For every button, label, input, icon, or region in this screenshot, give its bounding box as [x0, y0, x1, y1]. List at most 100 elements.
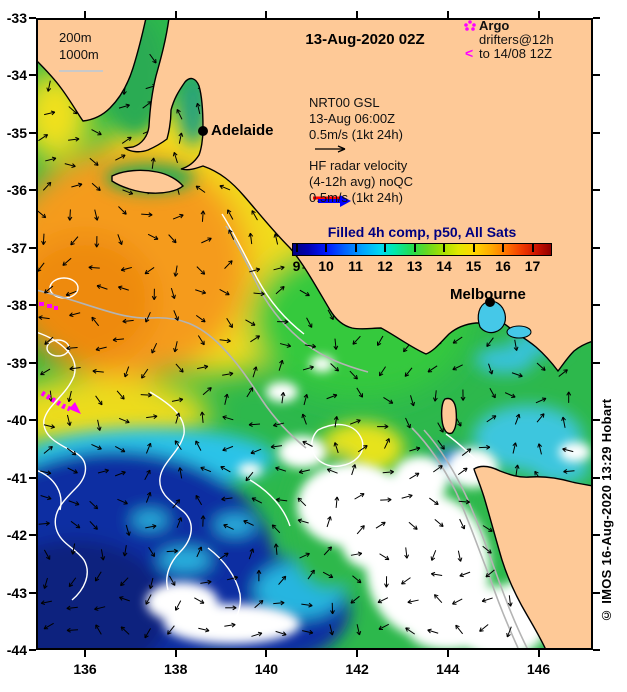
lon-tick [537, 11, 540, 18]
lat-tick-label: -41 [6, 469, 27, 486]
lon-tick [446, 11, 449, 18]
lon-tick [446, 650, 449, 657]
credit-text: © IMOS 16-Aug-2020 13:29 Hobart [599, 398, 614, 624]
lat-tick [29, 74, 36, 77]
port-phillip-bay [477, 300, 507, 334]
lon-tick [356, 650, 359, 657]
city-dot-melbourne [485, 297, 495, 307]
lat-tick-label: -38 [6, 297, 27, 314]
colorbar-tick-label: 14 [436, 258, 452, 274]
lon-tick [537, 650, 540, 657]
gsl-legend-line1: NRT00 GSL [309, 95, 380, 110]
city-dot-adelaide [198, 126, 208, 136]
lat-tick [593, 361, 600, 364]
lat-tick [593, 189, 600, 192]
colorbar-tick-label: 11 [348, 258, 363, 274]
colorbar [292, 243, 552, 256]
colorbar-tick-label: 17 [524, 258, 541, 274]
hf-arrow-icon [313, 195, 351, 207]
colorbar-tick-label: 12 [377, 258, 393, 274]
lat-tick [29, 131, 36, 134]
lat-tick [29, 304, 36, 307]
colorbar-tick-label: 15 [465, 258, 482, 274]
depth-1000m-label: 1000m [59, 47, 99, 62]
lat-tick-label: -33 [6, 10, 27, 26]
lon-tick-label: 146 [526, 661, 551, 677]
lon-tick-label: 136 [73, 661, 97, 677]
hf-legend-line3: 0.5m/s (1kt 24h) [309, 190, 403, 205]
colorbar-tick [354, 244, 357, 252]
lat-tick [29, 246, 36, 249]
colorbar-tick [413, 244, 416, 252]
lat-tick-label: -35 [6, 124, 27, 141]
lon-tick-label: 142 [345, 661, 369, 677]
lon-tick [174, 650, 177, 657]
colorbar-tick-label: 10 [318, 258, 334, 274]
lat-tick [29, 476, 36, 479]
hf-legend-line2: (4-12h avg) noQC [309, 174, 414, 189]
lat-tick-label: -36 [6, 182, 27, 199]
gsl-legend-line3: 0.5m/s (1kt 24h) [309, 127, 403, 142]
lat-tick-label: -39 [6, 354, 27, 371]
lat-tick-label: -42 [6, 527, 27, 544]
colorbar-tick [472, 244, 475, 252]
gsl-arrow-icon [315, 145, 346, 153]
depth-200m-label: 200m [59, 30, 92, 45]
lon-tick-label: 138 [164, 661, 188, 677]
lat-tick [593, 419, 600, 422]
lon-tick-label: 140 [254, 661, 279, 677]
map-title: 13-Aug-2020 02Z [305, 31, 425, 48]
lat-tick [29, 534, 36, 537]
drifter-arrow-icon: < [465, 45, 474, 61]
lat-tick [593, 131, 600, 134]
lat-tick [29, 591, 36, 594]
land-king-island [440, 397, 458, 435]
contour-lines [36, 213, 573, 650]
argo-legend-line2: drifters@12h [479, 32, 554, 47]
western-port-bay [506, 325, 532, 339]
lon-tick [265, 650, 268, 657]
lon-tick [174, 11, 177, 18]
lat-tick [593, 304, 600, 307]
colorbar-title: Filled 4h comp, p50, All Sats [327, 224, 517, 240]
city-label-melbourne: Melbourne [450, 286, 526, 303]
colorbar-tick [531, 244, 534, 252]
drifter-track [39, 302, 81, 414]
colorbar-tick [443, 244, 445, 252]
lon-tick [84, 11, 86, 18]
lon-tick [84, 650, 86, 657]
gsl-legend-line2: 13-Aug 06:00Z [309, 111, 396, 126]
lat-tick [593, 648, 600, 651]
lat-tick [29, 189, 36, 192]
colorbar-tick [502, 244, 504, 252]
coastline [36, 18, 593, 650]
lat-tick [29, 419, 36, 422]
argo-legend-line3: to 14/08 12Z [479, 46, 552, 61]
lat-tick-label: -40 [6, 412, 27, 429]
colorbar-tick [325, 244, 327, 252]
colorbar-tick [384, 244, 386, 252]
hf-legend-line1: HF radar velocity [309, 158, 408, 173]
lat-tick [29, 648, 36, 651]
lat-tick [593, 591, 600, 594]
lon-tick [265, 11, 268, 18]
depth-1000m-contour-sample [59, 70, 103, 72]
lon-tick-label: 144 [436, 661, 460, 677]
lat-tick [593, 476, 600, 479]
lat-tick [593, 74, 600, 77]
colorbar-tick-label: 13 [406, 258, 423, 274]
lat-tick [29, 361, 36, 364]
lat-tick-label: -34 [6, 67, 27, 84]
colorbar-tick-label: 9 [292, 258, 301, 274]
argo-legend-title: Argo [479, 18, 510, 33]
argo-marker-icon [464, 20, 476, 31]
city-label-adelaide: Adelaide [211, 122, 274, 139]
lat-tick [593, 17, 600, 19]
lat-tick-label: -37 [6, 239, 27, 256]
lat-tick [593, 534, 600, 537]
lat-tick-label: -43 [6, 584, 27, 601]
lat-tick-label: -44 [6, 641, 27, 658]
lat-tick [593, 246, 600, 249]
